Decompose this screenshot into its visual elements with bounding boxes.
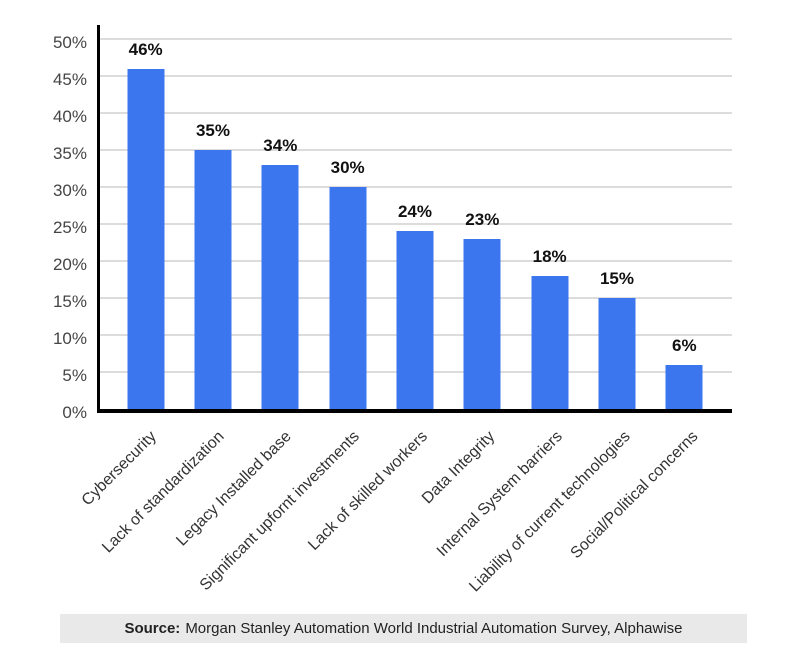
y-axis-tick-label: 45% bbox=[52, 70, 87, 89]
bar bbox=[531, 275, 569, 409]
y-axis-tick-label: 35% bbox=[52, 144, 87, 163]
bar-column: 15% bbox=[583, 25, 650, 409]
bar-value-label: 23% bbox=[465, 209, 500, 229]
bar bbox=[463, 238, 501, 409]
bar bbox=[396, 231, 434, 409]
y-axis-tick-label: 40% bbox=[52, 107, 87, 126]
y-axis-tick-labels: 0% 5% 10% 15% 20% 25% 30% 35% 40% 45% 50% bbox=[0, 25, 87, 422]
bar-column: 24% bbox=[381, 25, 448, 409]
bar-column: 18% bbox=[516, 25, 583, 409]
bar-column: 6% bbox=[651, 25, 718, 409]
y-axis-tick-label: 20% bbox=[52, 255, 87, 274]
gridline bbox=[100, 112, 732, 114]
x-label-column: Social/Political concerns bbox=[567, 420, 718, 610]
bar bbox=[194, 150, 232, 409]
bars-container: 46% 35% 34% 30% 24% 23% 18% 15% 6% bbox=[100, 25, 732, 409]
bar bbox=[598, 298, 636, 409]
y-axis-tick-label: 0% bbox=[62, 403, 87, 422]
bar bbox=[261, 164, 299, 409]
gridline bbox=[100, 149, 732, 151]
bar bbox=[665, 364, 703, 409]
x-axis-category-labels: Cybersecurity Lack of standardization Lega… bbox=[79, 420, 732, 610]
bar-column: 30% bbox=[314, 25, 381, 409]
bar-column: 35% bbox=[179, 25, 246, 409]
bar-column: 34% bbox=[247, 25, 314, 409]
gridline bbox=[100, 223, 732, 225]
bar-column: 23% bbox=[449, 25, 516, 409]
bar bbox=[329, 187, 367, 409]
gridline bbox=[100, 75, 732, 77]
source-label: Source: bbox=[124, 620, 181, 637]
gridline bbox=[100, 38, 732, 40]
bar-value-label: 46% bbox=[128, 39, 163, 59]
x-label-column: Lack of skilled workers bbox=[305, 420, 448, 610]
bar-value-label: 18% bbox=[532, 246, 567, 266]
bar-value-label: 30% bbox=[330, 158, 365, 177]
bar-value-label: 35% bbox=[195, 121, 230, 140]
y-axis-tick-label: 5% bbox=[62, 366, 87, 385]
source-bar: Source: Morgan Stanley Automation World … bbox=[60, 614, 747, 643]
bar-value-label: 15% bbox=[599, 269, 634, 288]
bar-value-label: 6% bbox=[671, 335, 697, 355]
plot-area: 46% 35% 34% 30% 24% 23% 18% 15% 6% bbox=[97, 25, 732, 413]
source-text: Morgan Stanley Automation World Industri… bbox=[185, 620, 683, 637]
bar bbox=[127, 68, 165, 409]
bar-value-label: 34% bbox=[263, 135, 298, 155]
y-axis-tick-label: 15% bbox=[52, 292, 87, 311]
y-axis-tick-label: 30% bbox=[52, 181, 87, 200]
y-axis-tick-label: 25% bbox=[52, 218, 87, 237]
y-axis-tick-label: 50% bbox=[52, 33, 87, 52]
y-axis-tick-label: 10% bbox=[52, 329, 87, 348]
gridline bbox=[100, 186, 732, 188]
bar-column: 46% bbox=[112, 25, 179, 409]
bar-value-label: 24% bbox=[397, 202, 432, 222]
